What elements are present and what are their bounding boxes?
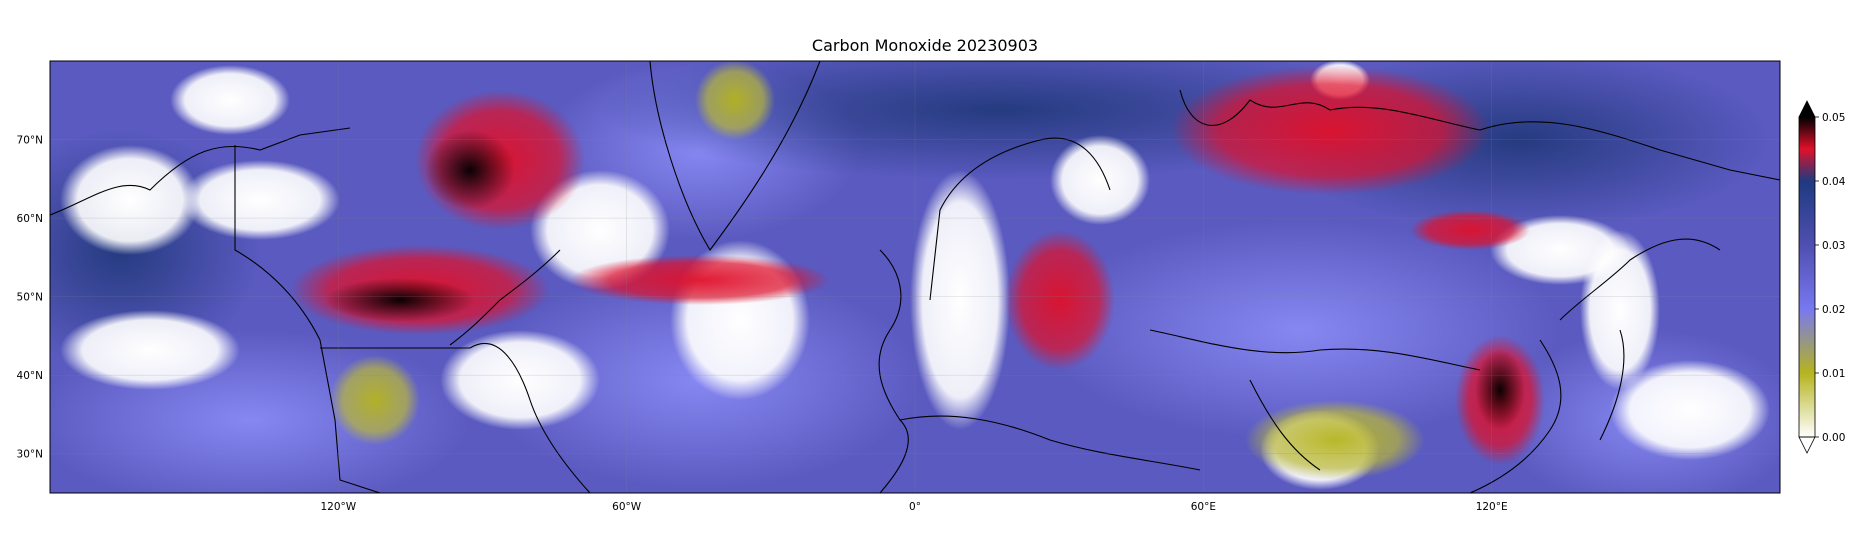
peak-east-china — [1475, 350, 1525, 430]
coast-hudson-bay — [449, 249, 561, 346]
gridlines — [50, 61, 1780, 493]
peak-arctic-canada — [425, 130, 515, 210]
border-central-asia — [1149, 329, 1481, 371]
cloud-3 — [180, 160, 340, 240]
colorbar-tick-label: 0.00 — [1822, 432, 1845, 444]
low-co-greenland — [695, 61, 775, 140]
co-data-field — [50, 61, 1780, 493]
longitude-tick-labels: 120°W 60°W 0° 60°E 120°E — [320, 501, 1507, 513]
lon-tick-label: 60°E — [1191, 501, 1216, 513]
colorbar-tick-label: 0.04 — [1822, 176, 1846, 188]
map-title: Carbon Monoxide 20230903 — [811, 36, 1039, 55]
coastlines — [50, 61, 1780, 493]
cloud-2 — [60, 145, 200, 255]
cloud-12 — [1610, 360, 1770, 460]
lon-tick-label: 120°W — [320, 501, 356, 513]
plume-atlantic — [570, 255, 830, 305]
colorbar-tick-label: 0.05 — [1822, 112, 1845, 124]
lon-tick-label: 0° — [909, 501, 921, 513]
coast-japan — [1599, 329, 1625, 441]
colorbar-extend-under — [1798, 436, 1816, 454]
lon-tick-label: 120°E — [1476, 501, 1508, 513]
coast-east-asia-south — [1469, 339, 1562, 493]
coast-north-america-east — [469, 342, 591, 493]
plume-siberia-south — [1410, 210, 1530, 250]
lat-tick-label: 60°N — [17, 213, 43, 225]
lat-tick-label: 70°N — [17, 135, 43, 147]
lat-tick-label: 30°N — [17, 449, 43, 461]
low-co-tibet — [1245, 400, 1425, 480]
coast-scandinavia — [929, 137, 1111, 301]
lat-tick-label: 50°N — [17, 292, 43, 304]
latitude-tick-labels: 70°N 60°N 50°N 40°N 30°N — [17, 135, 43, 461]
coast-arctic-eurasia — [1179, 89, 1780, 181]
coast-mediterranean — [899, 415, 1201, 471]
colorbar-tick-label: 0.01 — [1822, 368, 1845, 380]
map-frame — [49, 60, 1781, 494]
colorbar: 0.05 0.04 0.03 0.02 0.01 0.00 — [1798, 100, 1846, 454]
cloud-11 — [1580, 230, 1660, 390]
field-asia-light — [1040, 220, 1560, 440]
peak-canada — [325, 278, 475, 322]
cloud-5 — [440, 330, 600, 430]
colorbar-tick-label: 0.03 — [1822, 240, 1845, 252]
lon-tick-label: 60°W — [612, 501, 642, 513]
cloud-4 — [60, 310, 240, 390]
coast-western-europe — [878, 249, 909, 493]
cloud-1 — [170, 65, 290, 135]
coast-east-asia-north — [1559, 238, 1721, 321]
cloud-9 — [1050, 135, 1150, 225]
low-co-us-southwest — [330, 355, 420, 445]
colorbar-tick-labels: 0.05 0.04 0.03 0.02 0.01 0.00 — [1815, 112, 1846, 444]
lat-tick-label: 40°N — [17, 370, 43, 382]
colorbar-bar — [1799, 117, 1815, 437]
plume-eastern-europe — [1005, 230, 1115, 370]
colorbar-extend-over — [1798, 100, 1816, 118]
cloud-8 — [910, 170, 1010, 430]
coast-alaska — [50, 127, 351, 216]
border-south-asia — [1249, 379, 1321, 471]
coast-north-america-west — [234, 145, 381, 493]
coast-greenland — [649, 61, 821, 251]
plume-siberia — [1170, 65, 1490, 195]
colorbar-tick-label: 0.02 — [1822, 304, 1845, 316]
colorbar-frame — [1798, 116, 1816, 438]
